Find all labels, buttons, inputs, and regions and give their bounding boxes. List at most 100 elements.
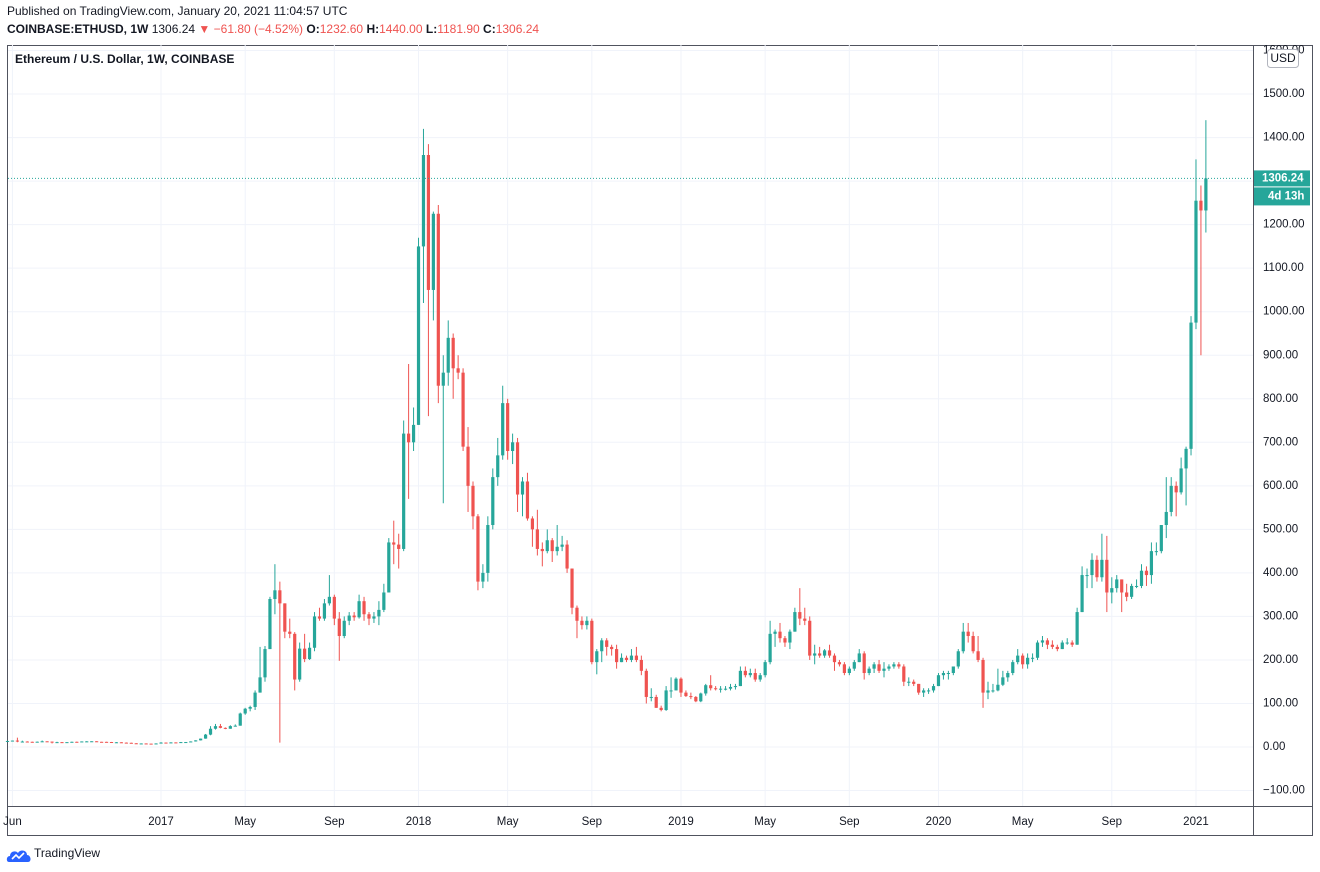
candle-body xyxy=(5,740,10,742)
y-tick-label: 300.00 xyxy=(1263,610,1298,622)
candle-body xyxy=(936,675,941,687)
x-tick-label: May xyxy=(754,816,776,828)
candle-body xyxy=(961,631,965,652)
currency[interactable]: USD xyxy=(1270,51,1296,65)
candle-body xyxy=(149,743,153,745)
candle-body xyxy=(243,708,247,714)
candle-body xyxy=(535,529,539,549)
candle-body xyxy=(303,648,307,660)
candle-body xyxy=(1174,485,1178,493)
candle-body xyxy=(476,516,480,582)
candle-body xyxy=(347,615,351,621)
currency-box[interactable] xyxy=(1267,49,1299,68)
candle-body xyxy=(367,614,371,619)
y-tick-label: 0.00 xyxy=(1263,741,1285,753)
candle-body xyxy=(10,740,15,742)
y-tick-label: 1200.00 xyxy=(1263,219,1305,231)
candle-body xyxy=(293,633,297,680)
candle-body xyxy=(337,618,341,637)
candle-body xyxy=(387,542,391,593)
candle-body xyxy=(213,726,218,729)
candle-body xyxy=(847,668,851,674)
candle-body xyxy=(946,673,950,675)
candle-body xyxy=(139,743,143,745)
candle-body xyxy=(902,666,906,682)
candle-body xyxy=(1199,200,1203,211)
x-tick-label: Sep xyxy=(582,816,602,828)
candle-body xyxy=(1011,662,1015,674)
candle-body xyxy=(1055,646,1059,650)
x-tick-label: May xyxy=(497,816,519,828)
candle-body xyxy=(486,525,490,573)
candle-body xyxy=(723,688,728,690)
candle-body xyxy=(1040,640,1045,643)
candle-body xyxy=(327,596,331,604)
candle-body xyxy=(392,542,396,545)
candle-body xyxy=(694,696,698,702)
candle-body xyxy=(481,572,485,582)
candle-body xyxy=(1204,178,1208,211)
candle-body xyxy=(179,742,183,744)
candle-body xyxy=(1139,570,1144,586)
countdown-label: 4d 13h xyxy=(1268,190,1304,202)
candle-body xyxy=(124,742,128,744)
candle-body xyxy=(966,631,970,637)
candle-body xyxy=(822,650,827,656)
candle-body xyxy=(1159,525,1163,552)
candle-body xyxy=(1065,642,1069,644)
candle-body xyxy=(268,599,272,650)
candle-body xyxy=(664,690,668,711)
candle-body xyxy=(263,649,267,678)
candle-body xyxy=(1164,511,1168,526)
candle-body xyxy=(129,742,133,744)
candle-body xyxy=(634,655,639,660)
candle-body xyxy=(411,424,416,443)
candle-body xyxy=(80,741,84,743)
ohlc-value: 1181.90 xyxy=(437,22,480,36)
candle-body xyxy=(743,670,747,676)
candle-body xyxy=(90,741,94,743)
candle-body xyxy=(798,612,802,619)
candle-body xyxy=(1045,640,1050,645)
candle-body xyxy=(956,651,960,667)
candle-body xyxy=(362,601,366,615)
candle-body xyxy=(194,740,198,742)
candle-body xyxy=(704,685,708,694)
candle-body xyxy=(803,618,807,621)
candle-body xyxy=(595,651,599,663)
candle-body xyxy=(560,544,564,547)
candle-body xyxy=(515,442,520,495)
candle-body xyxy=(312,616,317,648)
candle-body xyxy=(748,673,752,676)
candle-body xyxy=(238,713,242,726)
candle-body xyxy=(377,609,381,617)
candle-body xyxy=(99,741,104,743)
plot xyxy=(5,120,1253,745)
logo: TradingView xyxy=(6,846,100,862)
candle-body xyxy=(382,592,386,610)
y-tick-label: 1100.00 xyxy=(1263,262,1304,274)
candle-body xyxy=(471,485,475,517)
candle-body xyxy=(892,664,896,667)
candle-body xyxy=(1021,655,1025,665)
ohlc-value: 1232.60 xyxy=(320,22,364,36)
candle-body xyxy=(788,631,792,643)
candle-body xyxy=(441,372,445,386)
candle-body xyxy=(85,741,89,743)
candle-body xyxy=(1169,485,1173,512)
candle-body xyxy=(491,477,495,526)
candle-body xyxy=(159,742,163,744)
ohlc-key: C: xyxy=(483,22,496,36)
candle-body xyxy=(709,685,713,689)
candle-body xyxy=(654,696,658,708)
candle-body xyxy=(689,696,693,698)
last-price-label: 1306.24 xyxy=(1262,172,1304,184)
countdown-box xyxy=(1254,187,1310,206)
candle-body xyxy=(154,743,158,745)
candle-body xyxy=(174,742,178,744)
candle-body xyxy=(332,596,336,619)
candle-body xyxy=(986,690,990,693)
candle-body xyxy=(540,548,544,552)
candle-body xyxy=(867,668,871,674)
candle-body xyxy=(501,403,505,456)
